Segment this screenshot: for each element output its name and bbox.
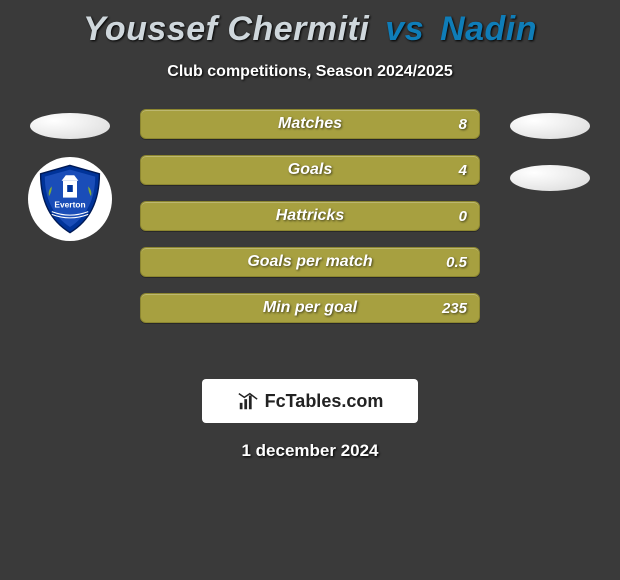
title-player-b: Nadin bbox=[440, 10, 537, 48]
stat-bar: Hattricks 0 bbox=[140, 201, 480, 231]
stat-value-right: 4 bbox=[459, 156, 467, 184]
bar-chart-icon bbox=[237, 390, 259, 412]
stat-label: Goals bbox=[141, 156, 479, 184]
stat-label: Hattricks bbox=[141, 202, 479, 230]
stat-bar: Goals per match 0.5 bbox=[140, 247, 480, 277]
comparison-area: Everton Matches 8 Goals 4 Hattricks 0 Go… bbox=[0, 109, 620, 369]
stat-bar: Goals 4 bbox=[140, 155, 480, 185]
stat-bar: Matches 8 bbox=[140, 109, 480, 139]
club-crest: Everton bbox=[28, 157, 112, 241]
title-player-a: Youssef Chermiti bbox=[83, 10, 369, 48]
stat-label: Goals per match bbox=[141, 248, 479, 276]
stat-value-right: 235 bbox=[442, 294, 467, 322]
title-vs: vs bbox=[385, 10, 424, 48]
stat-label: Min per goal bbox=[141, 294, 479, 322]
subtitle: Club competitions, Season 2024/2025 bbox=[0, 63, 620, 81]
right-player-column bbox=[500, 109, 600, 191]
brand-logo: FcTables.com bbox=[202, 379, 418, 423]
placeholder-ellipse-icon bbox=[510, 113, 590, 139]
page-title: Youssef Chermiti vs Nadin bbox=[0, 0, 620, 49]
stat-label: Matches bbox=[141, 110, 479, 138]
everton-crest-icon: Everton bbox=[35, 164, 105, 234]
svg-text:Everton: Everton bbox=[54, 199, 85, 209]
placeholder-ellipse-icon bbox=[510, 165, 590, 191]
date-text: 1 december 2024 bbox=[0, 441, 620, 461]
stat-value-right: 0 bbox=[459, 202, 467, 230]
stat-bars: Matches 8 Goals 4 Hattricks 0 Goals per … bbox=[140, 109, 480, 339]
stat-value-right: 0.5 bbox=[446, 248, 467, 276]
placeholder-ellipse-icon bbox=[30, 113, 110, 139]
brand-text: FcTables.com bbox=[265, 391, 384, 412]
stat-bar: Min per goal 235 bbox=[140, 293, 480, 323]
stat-value-right: 8 bbox=[459, 110, 467, 138]
left-player-column: Everton bbox=[20, 109, 120, 241]
